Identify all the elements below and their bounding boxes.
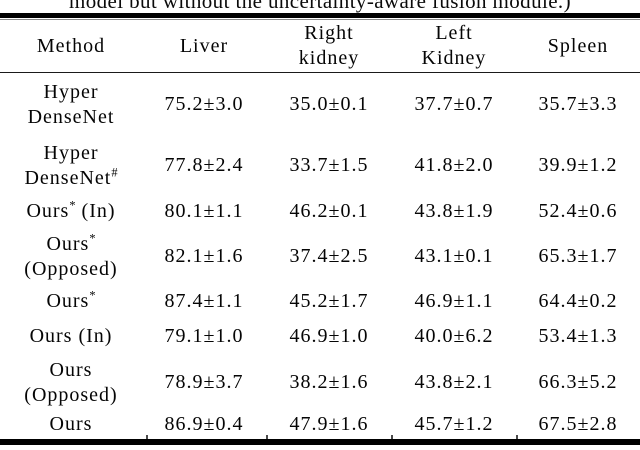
table-row-hyperdensenet: Hyper DenseNet 75.2±3.0 35.0±0.1 37.7±0.7… (0, 73, 640, 137)
value-cell-left-kidney: 46.9±1.1 (414, 290, 494, 312)
value-cell-liver: 77.8±2.4 (164, 154, 244, 176)
value-cell-right-kidney: 33.7±1.5 (289, 154, 369, 176)
method-line1: Ours (49, 413, 93, 435)
value-cell-spleen: 67.5±2.8 (538, 413, 618, 435)
table-row-ours-opposed: Ours (Opposed) 78.9±3.7 38.2±1.6 43.8±2.1… (0, 355, 640, 411)
value-cell-liver: 80.1±1.1 (164, 200, 244, 222)
value-cell-spleen: 53.4±1.3 (538, 325, 618, 347)
value-cell-right-kidney: 35.0±0.1 (289, 93, 369, 116)
value-cell-spleen: 35.7±3.3 (538, 93, 618, 116)
col-header-left-kidney: Left Kidney (392, 20, 516, 73)
method-cell: Hyper DenseNet (0, 73, 142, 137)
value-cell-liver: 78.9±3.7 (164, 371, 244, 393)
value-cell-liver: 75.2±3.0 (164, 93, 244, 116)
header-row: Method Liver Right kidney Left Kidney Sp… (0, 20, 640, 73)
value-cell-liver: 86.9±0.4 (164, 413, 244, 435)
value-cell-left-kidney: 37.7±0.7 (414, 93, 494, 116)
method-line1: Hyper (43, 80, 99, 103)
method-line2: (Opposed) (24, 383, 118, 406)
column-separator-tick (516, 434, 518, 439)
method-line1: Ours* (46, 230, 96, 255)
value-cell-right-kidney: 45.2±1.7 (289, 290, 369, 312)
value-cell-left-kidney: 43.8±1.9 (414, 200, 494, 222)
caption-text: model but without the uncertainty-aware … (69, 0, 571, 13)
value-cell-right-kidney: 37.4±2.5 (289, 245, 369, 267)
value-cell-spleen: 65.3±1.7 (538, 245, 618, 267)
table-row-ours: Ours 86.9±0.4 47.9±1.6 45.7±1.2 67.5±2.8 (0, 411, 640, 439)
results-table: Method Liver Right kidney Left Kidney Sp… (0, 20, 640, 439)
method-cell: Ours (Opposed) (0, 355, 142, 411)
table-row-ours-in: Ours (In) 79.1±1.0 46.9±1.0 40.0±6.2 53.… (0, 319, 640, 355)
col-header-liver: Liver (142, 20, 266, 73)
method-line1: Ours (49, 358, 93, 381)
method-line1: Ours (In) (29, 325, 113, 347)
top-rule-thin-line (0, 19, 640, 20)
method-cell: Ours* (0, 285, 142, 319)
value-cell-left-kidney: 45.7±1.2 (414, 413, 494, 435)
column-separator-tick (146, 434, 148, 439)
method-line1: Ours* (In) (26, 198, 116, 222)
method-line1: Hyper (43, 141, 99, 164)
method-line1: Ours* (46, 288, 96, 312)
value-cell-left-kidney: 41.8±2.0 (414, 154, 494, 176)
method-line2: DenseNet (27, 105, 115, 128)
method-line2: DenseNet# (24, 164, 118, 189)
method-cell: Hyper DenseNet# (0, 137, 142, 195)
value-cell-right-kidney: 38.2±1.6 (289, 371, 369, 393)
value-cell-left-kidney: 40.0±6.2 (414, 325, 494, 347)
top-rule-thick-line (0, 13, 640, 18)
bottom-rule (0, 434, 640, 445)
value-cell-liver: 79.1±1.0 (164, 325, 244, 347)
top-rule (0, 13, 640, 20)
value-cell-right-kidney: 46.2±0.1 (289, 200, 369, 222)
col-header-method: Method (0, 20, 142, 73)
method-cell: Ours (In) (0, 319, 142, 355)
method-line2: (Opposed) (24, 257, 118, 280)
value-cell-spleen: 64.4±0.2 (538, 290, 618, 312)
table-row-ours-star-in: Ours* (In) 80.1±1.1 46.2±0.1 43.8±1.9 52… (0, 195, 640, 229)
value-cell-liver: 82.1±1.6 (164, 245, 244, 267)
value-cell-right-kidney: 46.9±1.0 (289, 325, 369, 347)
value-cell-liver: 87.4±1.1 (164, 290, 244, 312)
column-separator-tick (266, 434, 268, 439)
value-cell-right-kidney: 47.9±1.6 (289, 413, 369, 435)
method-cell: Ours (0, 411, 142, 439)
col-header-right-kidney: Right kidney (266, 20, 392, 73)
value-cell-spleen: 39.9±1.2 (538, 154, 618, 176)
table-row-ours-star: Ours* 87.4±1.1 45.2±1.7 46.9±1.1 64.4±0.… (0, 285, 640, 319)
value-cell-left-kidney: 43.8±2.1 (414, 371, 494, 393)
value-cell-spleen: 66.3±5.2 (538, 371, 618, 393)
column-separator-tick (391, 434, 393, 439)
table-row-hyperdensenet-hash: Hyper DenseNet# 77.8±2.4 33.7±1.5 41.8±2.… (0, 137, 640, 195)
value-cell-spleen: 52.4±0.6 (538, 200, 618, 222)
col-header-spleen: Spleen (516, 20, 640, 73)
table-row-ours-star-opposed: Ours* (Opposed) 82.1±1.6 37.4±2.5 43.1±0.… (0, 229, 640, 285)
method-cell: Ours* (In) (0, 195, 142, 229)
method-cell: Ours* (Opposed) (0, 229, 142, 285)
value-cell-left-kidney: 43.1±0.1 (414, 245, 494, 267)
